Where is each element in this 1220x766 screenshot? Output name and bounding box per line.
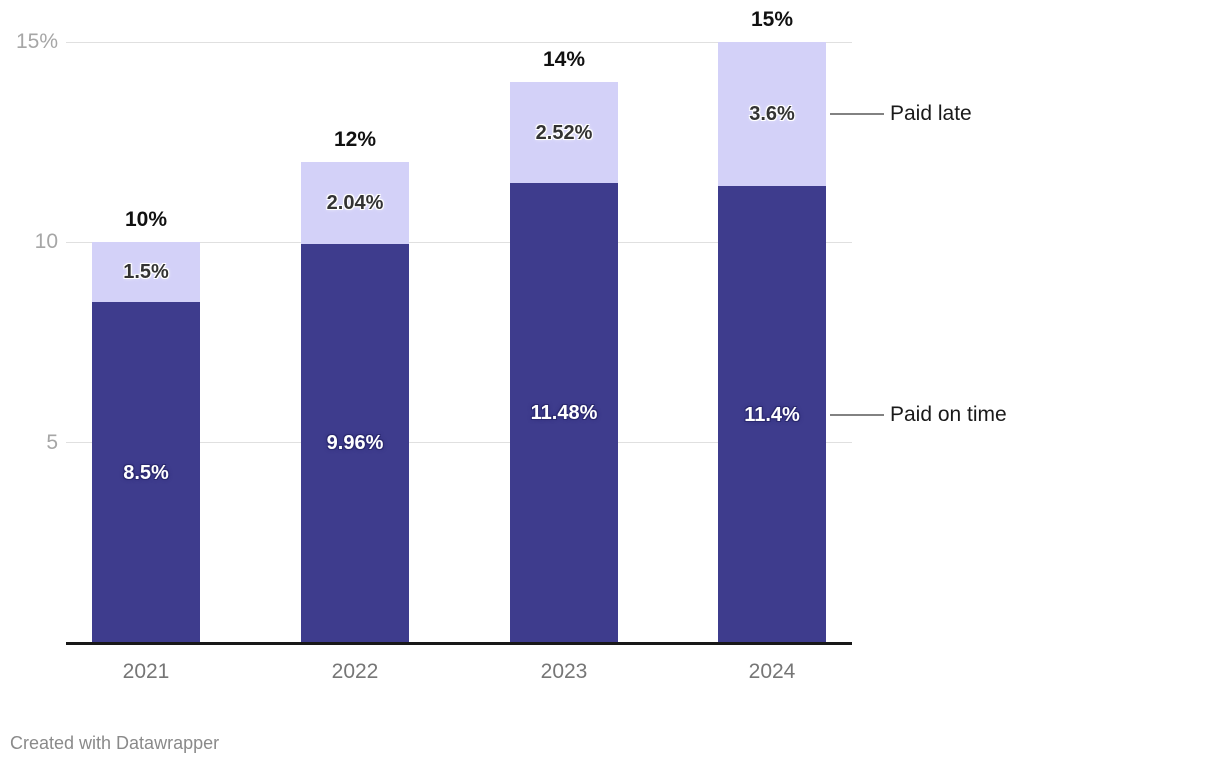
annotation-label-paid-on-time: Paid on time [890,402,1007,426]
annotation-line-paid-late [830,113,884,116]
x-axis-label-2022: 2022 [331,660,379,683]
value-label-paid-late-2021: 1.5% [123,261,169,284]
bar-segment-paid-late-2024 [718,42,826,187]
total-label-2021: 10% [124,208,168,232]
value-label-paid-late-2022: 2.04% [326,192,384,215]
datawrapper-credit: Created with Datawrapper [10,733,220,753]
bar-segment-paid-late-2022 [301,162,409,244]
value-label-paid-on-time-2023: 11.48% [530,402,598,425]
y-tick-label-15: 15% [15,30,58,53]
value-label-paid-on-time-2024: 11.4% [744,403,800,426]
grid-line-10 [66,241,852,243]
value-label-paid-on-time-2021: 8.5% [123,461,169,484]
x-axis-line [66,642,852,645]
x-axis-label-2021: 2021 [122,660,170,683]
total-label-2023: 14% [542,48,586,72]
grid-line-5 [66,442,852,444]
x-axis-label-2023: 2023 [540,660,588,683]
bar-segment-paid-on-time-2023 [510,183,618,643]
value-label-paid-late-2024: 3.6% [749,103,795,126]
bar-segment-paid-on-time-2021 [92,302,200,643]
bar-segment-paid-late-2021 [92,242,200,303]
y-tick-label-5: 5 [46,430,58,454]
x-axis-label-2024: 2024 [748,660,796,683]
grid-line-15 [66,41,852,43]
bar-segment-paid-late-2023 [510,82,618,184]
annotation-label-paid-late: Paid late [890,102,972,126]
value-label-paid-on-time-2022: 9.96% [326,432,384,455]
annotation-line-paid-on-time [830,413,884,416]
total-label-2022: 12% [333,128,377,152]
value-label-paid-late-2023: 2.52% [535,121,593,144]
y-tick-label-10: 10 [34,230,58,254]
total-label-2024: 15% [750,8,794,31]
bar-segment-paid-on-time-2024 [718,186,826,643]
bar-segment-paid-on-time-2022 [301,243,409,643]
plot-area: 5 10 15% 8.5% 1.5% 10% 2021 9.96% 2.04% 12% 2022 11… [15,8,1007,683]
